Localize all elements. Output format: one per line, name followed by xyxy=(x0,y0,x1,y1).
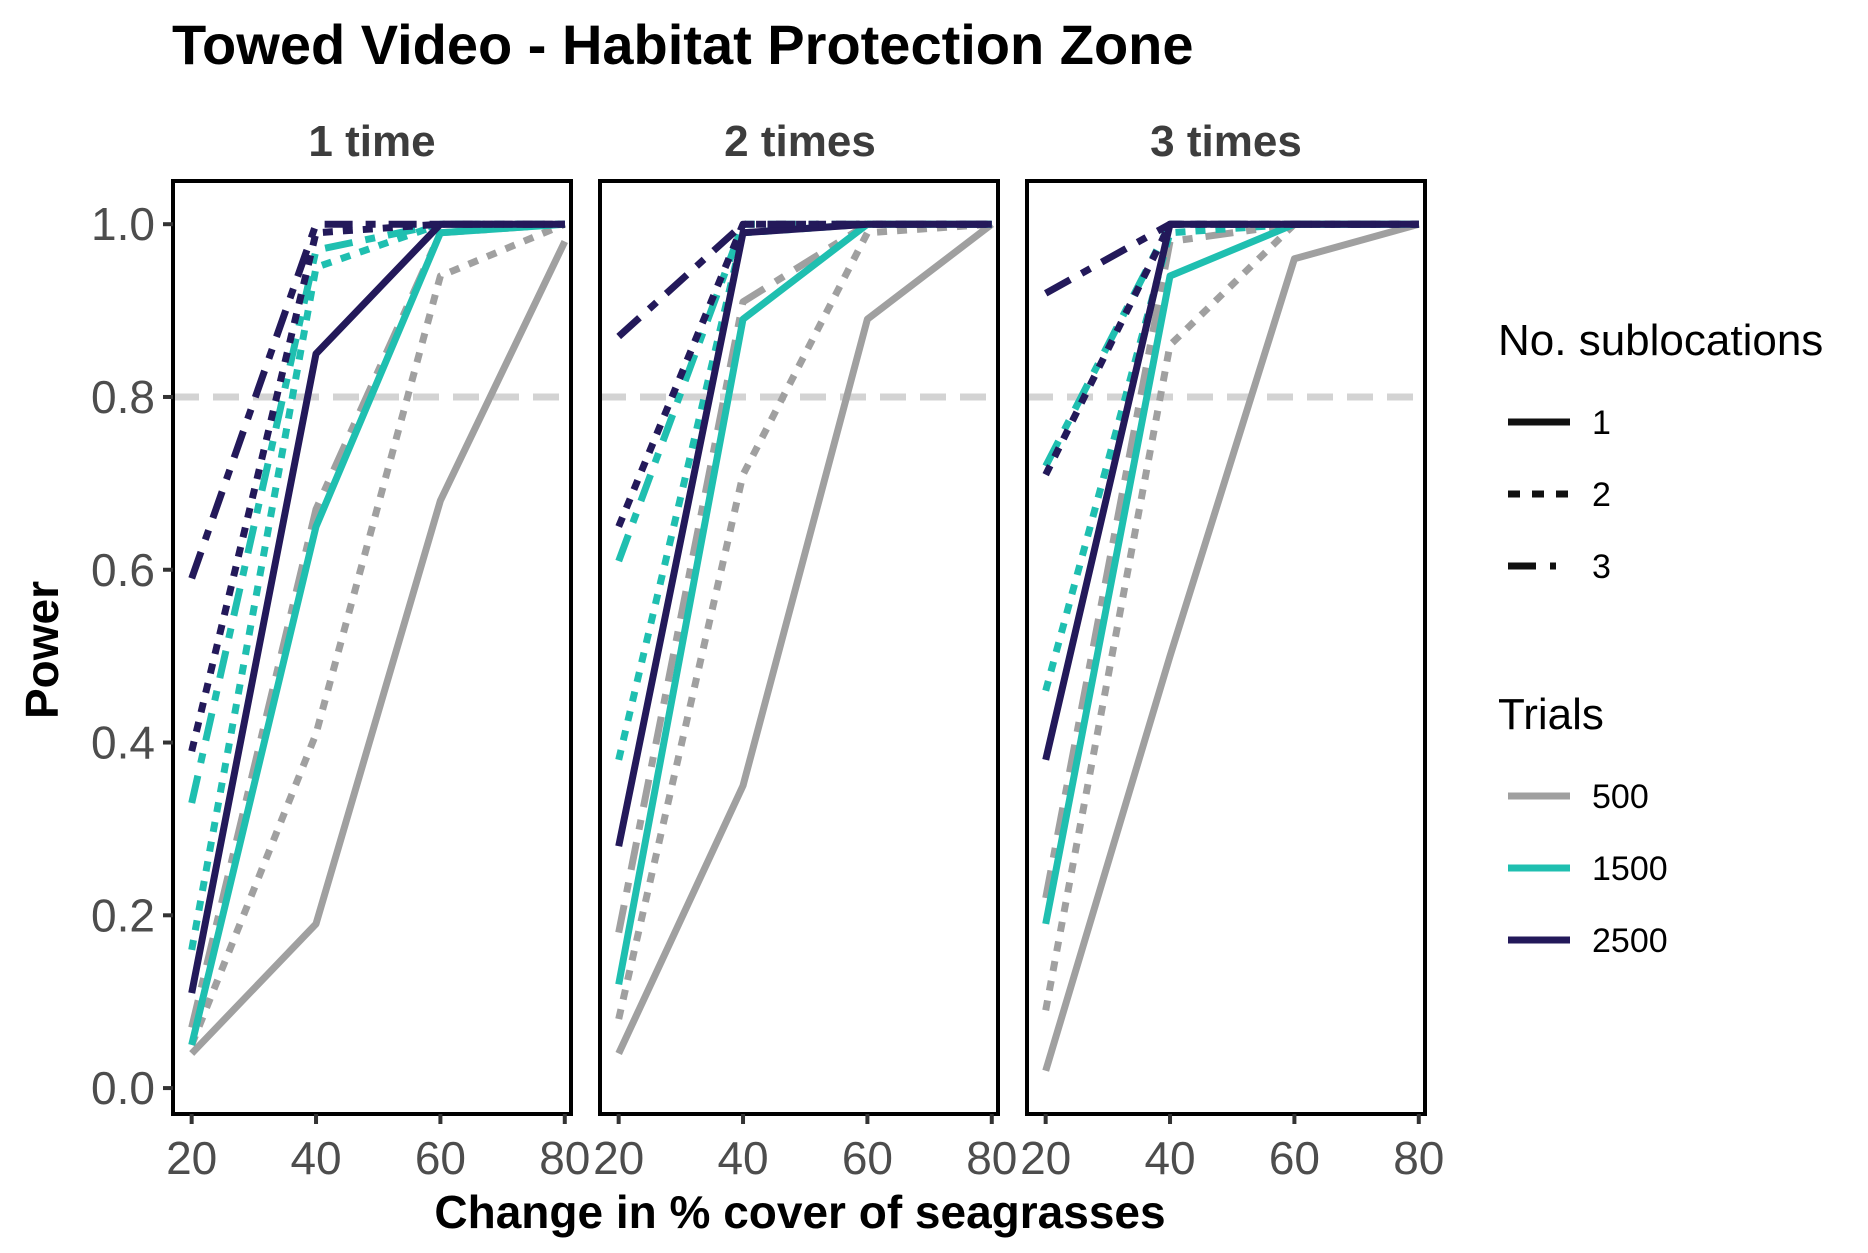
panel-border xyxy=(171,179,573,1116)
series-line-2500-sub-1 xyxy=(615,220,992,847)
legend-label: 2500 xyxy=(1592,922,1668,960)
facet-1-time: 1 time xyxy=(171,117,573,1116)
y-axis: 0.0 0.2 0.4 0.6 0.8 1.0 xyxy=(91,198,173,1114)
facet-strip-label: 3 times xyxy=(1150,117,1302,166)
series-line-2500-sub-2 xyxy=(615,220,992,528)
y-axis-title: Power xyxy=(16,581,68,719)
x-tick-label: 60 xyxy=(415,1132,466,1184)
x-tick-label: 40 xyxy=(717,1132,768,1184)
x-tick-label: 80 xyxy=(966,1132,1017,1184)
x-tick-label: 60 xyxy=(1269,1132,1320,1184)
y-tick-label: 0.4 xyxy=(91,717,155,769)
x-tick-label: 20 xyxy=(1020,1132,1071,1184)
y-tick-label: 0.8 xyxy=(91,371,155,423)
y-tick-label: 1.0 xyxy=(91,198,155,250)
legend-label: 500 xyxy=(1592,778,1649,816)
series-line-2500-sub-2 xyxy=(188,220,565,753)
legend-label: 3 xyxy=(1592,548,1611,586)
legend-label: 2 xyxy=(1592,476,1611,514)
y-tick-label: 0.6 xyxy=(91,544,155,596)
legend-label: 1 xyxy=(1592,404,1611,442)
panel-background xyxy=(173,181,571,1114)
x-tick-label: 60 xyxy=(842,1132,893,1184)
facet-strip-label: 1 time xyxy=(308,117,435,166)
x-tick-label: 40 xyxy=(1144,1132,1195,1184)
series-line-2500-sub-3 xyxy=(1043,220,1419,297)
x-tick-label: 40 xyxy=(290,1132,341,1184)
y-tick-label: 0.2 xyxy=(91,889,155,941)
x-tick-label: 20 xyxy=(166,1132,217,1184)
panel-background xyxy=(1027,181,1425,1114)
x-axes: 20 40 60 80 20 40 60 80 20 40 60 80 xyxy=(166,1114,1444,1184)
x-tick-label: 80 xyxy=(1393,1132,1444,1184)
facet-strip-label: 2 times xyxy=(724,117,876,166)
panel-border xyxy=(1025,179,1427,1116)
facet-2-times: 2 times xyxy=(598,117,1000,1116)
series-line-500-sub-1 xyxy=(1042,220,1420,1072)
x-tick-label: 80 xyxy=(539,1132,590,1184)
legend-title-sublocations: No. sublocations xyxy=(1498,316,1823,365)
series-line-500-sub-1 xyxy=(615,221,994,1055)
series-line-500-sub-2 xyxy=(1042,220,1419,1011)
x-axis-title: Change in % cover of seagrasses xyxy=(434,1186,1165,1238)
series-line-1500-sub-3 xyxy=(188,220,565,804)
series-line-2500-sub-3 xyxy=(188,220,565,580)
chart-title: Towed Video - Habitat Protection Zone xyxy=(172,13,1194,76)
legend: No. sublocations Trials 1 2 3 500 1500 2… xyxy=(1498,316,1823,960)
series-line-500-sub-1 xyxy=(189,239,568,1056)
series-line-1500-sub-1 xyxy=(188,220,566,1046)
y-tick-label: 0.0 xyxy=(91,1062,155,1114)
series-line-500-sub-2 xyxy=(188,220,567,1047)
series-line-2500-sub-3 xyxy=(616,220,992,340)
facet-3-times: 3 times xyxy=(1025,117,1427,1116)
legend-label: 1500 xyxy=(1592,850,1668,888)
panel-border xyxy=(598,179,1000,1116)
x-tick-label: 20 xyxy=(593,1132,644,1184)
legend-title-trials: Trials xyxy=(1498,690,1604,739)
